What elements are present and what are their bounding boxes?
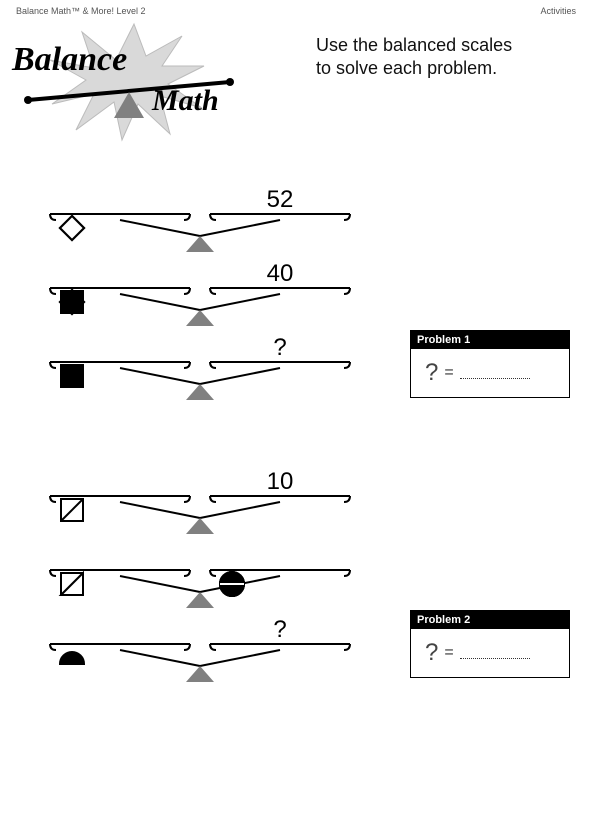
header-left: Balance Math™ & More! Level 2 — [16, 6, 146, 16]
answer-blank-1[interactable] — [460, 367, 530, 379]
p2-s3-right-value: ? — [218, 616, 342, 644]
scale-p1-1: 52 — [40, 182, 360, 252]
svg-text:Balance: Balance — [11, 41, 127, 78]
instructions: Use the balanced scales to solve each pr… — [316, 34, 512, 81]
answer-eq-2: = — [444, 644, 453, 662]
scale-p2-3: ? — [40, 612, 360, 682]
answer-qmark: ? — [425, 359, 438, 387]
semicircle-icon — [58, 644, 86, 672]
square-slash-icon — [58, 496, 86, 524]
scale-p2-1: 10 — [40, 464, 360, 534]
scale-p1-3: ? — [40, 330, 360, 400]
answer-box-1: Problem 1 ? = — [410, 330, 570, 398]
p2-s1-right-value: 10 — [218, 468, 342, 496]
answer-eq: = — [444, 364, 453, 382]
instructions-line1: Use the balanced scales — [316, 34, 512, 57]
answer-box-2: Problem 2 ? = — [410, 610, 570, 678]
answer-blank-2[interactable] — [460, 647, 530, 659]
p1-s1-right-value: 52 — [218, 186, 342, 214]
instructions-line2: to solve each problem. — [316, 57, 512, 80]
problems-area: 52 40 ? — [40, 182, 570, 686]
answer-qmark-2: ? — [425, 639, 438, 667]
triangle-slash-icon — [58, 570, 86, 598]
svg-text:Math: Math — [151, 84, 219, 117]
balance-math-logo: Balance Math — [4, 18, 264, 138]
scale-p2-2 — [40, 538, 360, 608]
circle-split-icon — [218, 570, 246, 598]
answer-box-1-label: Problem 1 — [411, 331, 569, 349]
header-right: Activities — [540, 6, 576, 16]
diamond-icon — [58, 214, 86, 242]
answer-box-2-label: Problem 2 — [411, 611, 569, 629]
square-icon — [58, 362, 86, 390]
p1-s2-right-value: 40 — [218, 260, 342, 288]
p1-s3-right-value: ? — [218, 334, 342, 362]
page-header: Balance Math™ & More! Level 2 Activities — [0, 0, 596, 18]
square-icon — [58, 288, 86, 316]
scale-p1-2: 40 — [40, 256, 360, 326]
